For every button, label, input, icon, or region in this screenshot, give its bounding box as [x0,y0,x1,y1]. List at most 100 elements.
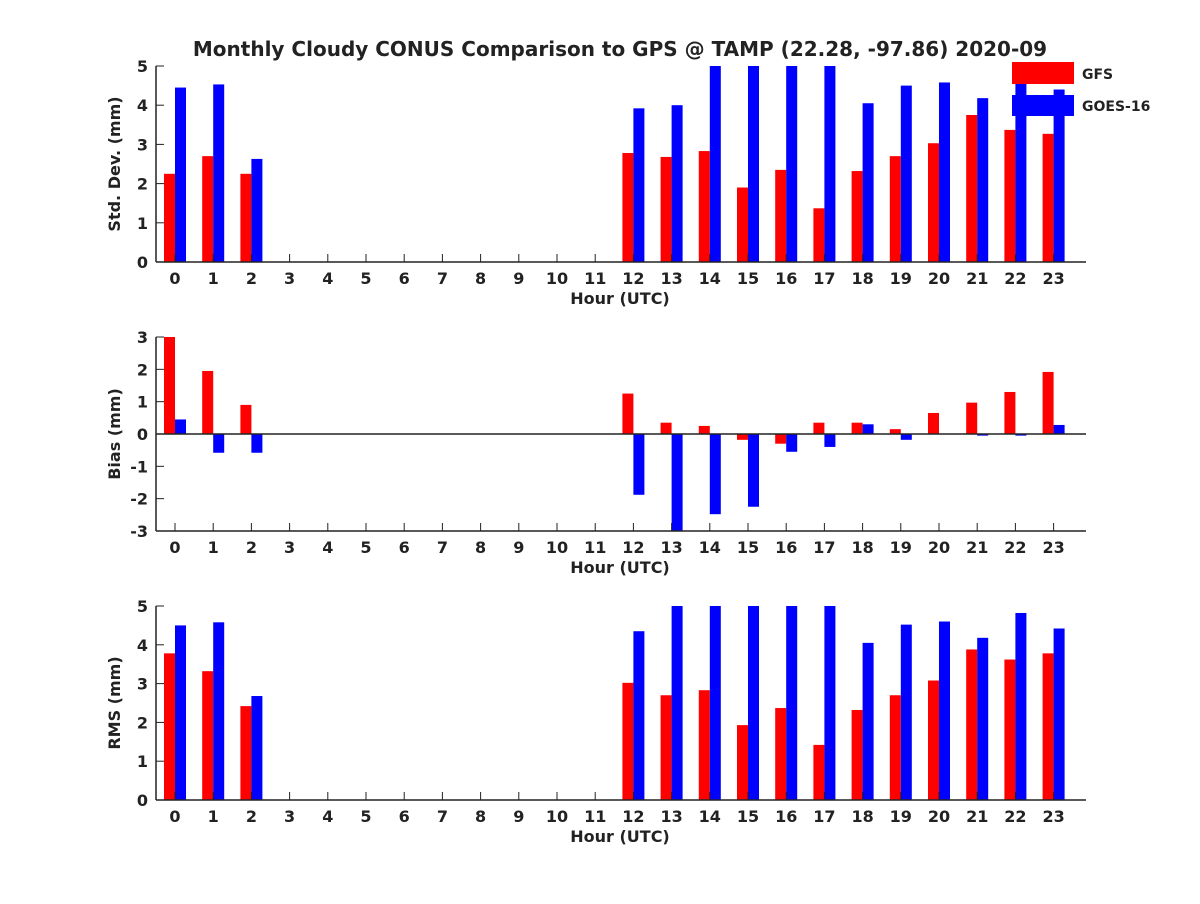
x-tick-label: 16 [775,538,797,557]
x-tick-label: 3 [284,807,295,826]
x-tick-label: 23 [1042,807,1064,826]
bar-gfs-hour-1 [202,671,213,800]
bar-goes-16-hour-15 [748,434,759,507]
bar-gfs-hour-2 [240,405,251,434]
bar-gfs-hour-1 [202,156,213,262]
x-tick-label: 17 [813,269,835,288]
bar-goes-16-hour-14 [710,606,721,800]
bar-goes-16-hour-12 [633,434,644,495]
bar-gfs-hour-2 [240,706,251,800]
x-tick-label: 12 [622,269,644,288]
y-tick-label: 2 [137,713,148,732]
bar-gfs-hour-15 [737,188,748,262]
x-tick-label: 2 [246,807,257,826]
bar-gfs-hour-23 [1043,653,1054,800]
chart-title: Monthly Cloudy CONUS Comparison to GPS @… [193,37,1047,61]
y-tick-label: 4 [137,96,148,115]
y-tick-label: -3 [130,522,148,541]
x-tick-label: 13 [660,269,682,288]
x-tick-label: 20 [928,269,950,288]
x-tick-label: 5 [360,807,371,826]
x-tick-label: 10 [546,538,568,557]
bar-gfs-hour-21 [966,649,977,800]
x-tick-label: 2 [246,538,257,557]
bar-gfs-hour-12 [622,153,633,262]
bar-gfs-hour-12 [622,394,633,434]
x-tick-label: 8 [475,807,486,826]
y-tick-label: 1 [137,214,148,233]
x-tick-label: 14 [699,269,721,288]
x-tick-label: 14 [699,538,721,557]
bar-goes-16-hour-1 [213,434,224,453]
y-axis-title: Bias (mm) [105,388,124,480]
bar-goes-16-hour-21 [977,638,988,800]
x-tick-label: 17 [813,807,835,826]
bar-goes-16-hour-19 [901,86,912,262]
bar-goes-16-hour-18 [863,103,874,262]
bar-gfs-hour-21 [966,403,977,434]
bar-gfs-hour-15 [737,725,748,800]
x-tick-label: 11 [584,807,606,826]
x-tick-label: 20 [928,807,950,826]
bar-goes-16-hour-22 [1015,613,1026,800]
bar-gfs-hour-14 [699,426,710,434]
x-tick-label: 18 [851,269,873,288]
y-tick-label: 0 [137,791,148,810]
bar-goes-16-hour-2 [251,159,262,262]
x-tick-label: 7 [437,807,448,826]
x-tick-label: 6 [399,538,410,557]
x-tick-label: 21 [966,807,988,826]
bar-gfs-hour-22 [1004,130,1015,262]
bar-gfs-hour-17 [813,745,824,800]
bar-goes-16-hour-13 [672,434,683,531]
x-tick-label: 19 [890,538,912,557]
x-tick-label: 2 [246,269,257,288]
x-tick-label: 1 [208,807,219,826]
x-tick-label: 23 [1042,269,1064,288]
bar-gfs-hour-17 [813,423,824,434]
bar-goes-16-hour-13 [672,606,683,800]
y-tick-label: -2 [130,490,148,509]
bar-goes-16-hour-0 [175,88,186,262]
bar-gfs-hour-0 [164,653,175,800]
x-tick-label: 15 [737,807,759,826]
bar-goes-16-hour-14 [710,66,721,262]
bar-gfs-hour-14 [699,690,710,800]
bar-gfs-hour-13 [661,157,672,262]
x-tick-label: 15 [737,538,759,557]
bar-gfs-hour-19 [890,695,901,800]
x-tick-label: 3 [284,269,295,288]
x-tick-label: 23 [1042,538,1064,557]
legend-swatch-gfs [1012,62,1074,84]
x-tick-label: 18 [851,538,873,557]
y-tick-label: 4 [137,636,148,655]
x-tick-label: 6 [399,269,410,288]
bar-goes-16-hour-23 [1054,425,1065,434]
x-tick-label: 15 [737,269,759,288]
x-tick-label: 7 [437,269,448,288]
x-tick-label: 14 [699,807,721,826]
bar-goes-16-hour-19 [901,625,912,800]
x-tick-label: 11 [584,269,606,288]
bar-goes-16-hour-0 [175,419,186,434]
y-tick-label: 3 [137,328,148,347]
x-tick-label: 1 [208,538,219,557]
y-tick-label: 1 [137,752,148,771]
y-axis-title: Std. Dev. (mm) [105,96,124,231]
x-tick-label: 5 [360,538,371,557]
x-tick-label: 0 [169,269,180,288]
y-tick-label: 1 [137,393,148,412]
x-axis-title: Hour (UTC) [570,827,670,846]
x-tick-label: 9 [513,807,524,826]
bar-gfs-hour-14 [699,151,710,262]
x-tick-label: 4 [322,807,333,826]
y-tick-label: 5 [137,597,148,616]
x-tick-label: 10 [546,807,568,826]
bar-goes-16-hour-20 [939,622,950,800]
bar-gfs-hour-20 [928,143,939,262]
bar-goes-16-hour-23 [1054,629,1065,801]
bar-gfs-hour-12 [622,683,633,800]
